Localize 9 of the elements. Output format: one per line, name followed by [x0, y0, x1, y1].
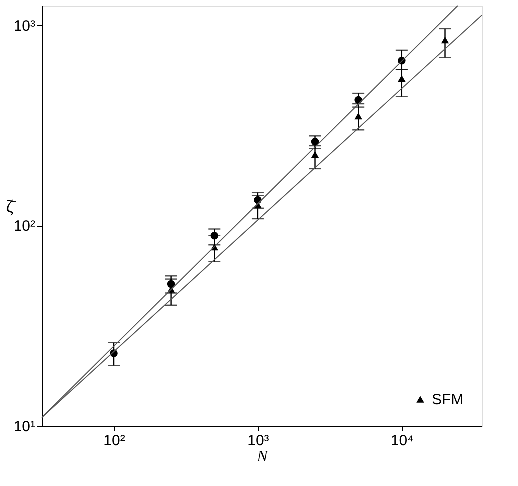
x-tick-label: 10⁴ [390, 432, 414, 450]
x-axis-title: N [256, 448, 270, 466]
y-axis-title: ζ̄ [6, 196, 17, 216]
legend-label: SFM [432, 392, 464, 408]
y-tick-label: 10¹ [14, 418, 36, 436]
x-tick-label: 10² [104, 432, 126, 450]
y-tick-label: 10² [14, 218, 36, 236]
x-tick-label: 10³ [248, 432, 270, 450]
y-tick-label: 10³ [14, 18, 36, 35]
